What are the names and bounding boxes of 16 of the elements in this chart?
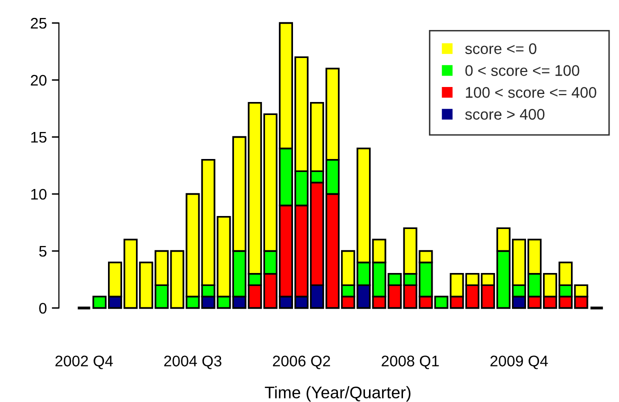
y-tick-label: 10 (31, 188, 46, 200)
x-tick-label: 2009 Q4 (490, 356, 548, 370)
y-tick-label: 15 (31, 132, 46, 143)
y-tick-label: 25 (30, 18, 46, 29)
legend-label: 0 < score <= 100 (465, 65, 580, 76)
y-tick-label: 5 (39, 246, 46, 257)
x-tick-label: 2002 Q4 (55, 356, 113, 370)
legend-label: score <= 0 (465, 43, 536, 54)
x-tick-label: 2006 Q2 (272, 356, 330, 370)
legend-label: 100 < score <= 400 (466, 87, 596, 98)
legend-label: score > 400 (465, 108, 544, 120)
x-tick-label: 2008 Q1 (382, 356, 439, 370)
x-axis-title: Time (Year/Quarter) (264, 386, 410, 402)
x-tick-label: 2004 Q3 (164, 356, 222, 370)
y-tick-label: 0 (39, 302, 46, 314)
y-tick-label: 20 (30, 74, 46, 86)
